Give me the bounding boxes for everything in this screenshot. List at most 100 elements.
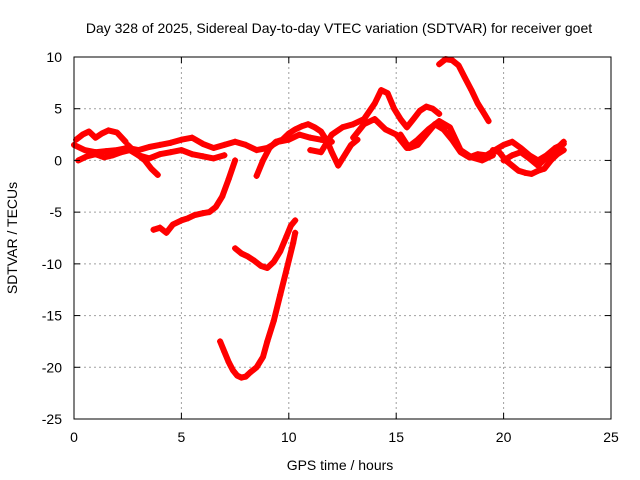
y-tick-label: -10	[42, 256, 62, 272]
data-point	[414, 141, 421, 148]
data-point	[397, 116, 404, 123]
data-point	[283, 266, 290, 273]
x-tick-label: 0	[70, 429, 78, 445]
data-point	[135, 152, 142, 159]
x-tick-label: 5	[178, 429, 186, 445]
series-sat-d	[124, 141, 161, 178]
data-point	[307, 147, 314, 154]
data-point	[305, 121, 312, 128]
data-point	[287, 222, 294, 229]
data-point	[560, 138, 567, 145]
data-point	[189, 134, 196, 141]
data-point	[247, 369, 254, 376]
data-point	[277, 291, 284, 298]
data-point	[253, 172, 260, 179]
data-point	[81, 147, 88, 154]
data-point	[242, 141, 249, 148]
data-point	[292, 229, 299, 236]
series-sat-e	[150, 157, 239, 236]
series-sat-g	[232, 217, 299, 271]
data-point	[260, 157, 267, 164]
data-point	[541, 165, 548, 172]
data-point	[522, 169, 529, 176]
data-point	[436, 110, 443, 117]
x-tick-label: 10	[281, 429, 297, 445]
data-point	[348, 141, 355, 148]
data-point	[229, 367, 236, 374]
data-point	[526, 155, 533, 162]
data-point	[270, 317, 277, 324]
data-point	[251, 257, 258, 264]
data-point	[474, 100, 481, 107]
data-point	[335, 162, 342, 169]
data-point	[210, 145, 217, 152]
data-point	[474, 151, 481, 158]
data-point	[244, 253, 251, 260]
data-point	[339, 124, 346, 131]
data-point	[290, 240, 297, 247]
data-point	[509, 162, 516, 169]
data-point	[298, 123, 305, 130]
data-point	[457, 149, 464, 156]
data-point	[328, 131, 335, 138]
data-point	[260, 353, 267, 360]
data-point	[163, 229, 170, 236]
data-point	[423, 131, 430, 138]
data-point	[199, 153, 206, 160]
data-point	[449, 136, 456, 143]
data-point	[423, 103, 430, 110]
data-point	[416, 107, 423, 114]
series-sat-h	[253, 121, 361, 179]
data-point	[234, 372, 241, 379]
data-point	[225, 176, 232, 183]
data-point	[350, 121, 357, 128]
data-point	[440, 126, 447, 133]
data-point	[92, 134, 99, 141]
data-point	[146, 143, 153, 150]
data-point	[156, 151, 163, 158]
data-point	[146, 155, 153, 162]
data-point	[118, 149, 125, 156]
data-point	[113, 129, 120, 136]
data-point	[253, 147, 260, 154]
data-point	[403, 124, 410, 131]
data-point	[103, 148, 110, 155]
data-point	[279, 136, 286, 143]
data-point	[242, 373, 249, 380]
data-point	[154, 171, 161, 178]
data-point	[292, 217, 299, 224]
data-point	[253, 364, 260, 371]
data-point	[109, 152, 116, 159]
data-point	[232, 138, 239, 145]
data-point	[217, 338, 224, 345]
data-point	[270, 258, 277, 265]
x-tick-label: 20	[496, 429, 512, 445]
data-point	[221, 348, 228, 355]
y-tick-label: 5	[54, 101, 62, 117]
series-sat-a	[71, 131, 335, 156]
data-point	[189, 151, 196, 158]
data-point	[264, 264, 271, 271]
data-point	[232, 157, 239, 164]
data-point	[350, 134, 357, 141]
y-tick-label: 10	[46, 49, 62, 65]
data-point	[156, 224, 163, 231]
data-point	[98, 130, 105, 137]
data-point	[272, 138, 279, 145]
data-point	[178, 136, 185, 143]
data-point	[210, 155, 217, 162]
data-point	[481, 110, 488, 117]
data-point	[552, 147, 559, 154]
data-point	[238, 374, 245, 381]
data-point	[328, 149, 335, 156]
data-point	[221, 152, 228, 159]
data-point	[178, 147, 185, 154]
data-point	[124, 141, 131, 148]
series-sat-f	[217, 229, 299, 381]
data-point	[206, 209, 213, 216]
data-point	[436, 118, 443, 125]
data-point	[199, 140, 206, 147]
data-point	[431, 121, 438, 128]
data-point	[167, 149, 174, 156]
